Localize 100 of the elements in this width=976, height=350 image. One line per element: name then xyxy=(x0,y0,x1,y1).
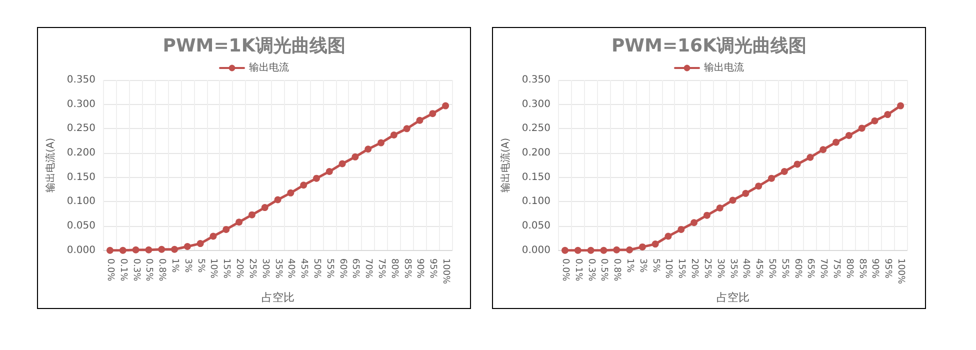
point xyxy=(703,212,710,219)
x-tick-label: 15% xyxy=(221,258,232,279)
point xyxy=(248,211,256,218)
point xyxy=(664,232,672,240)
y-tick-label: 0.200 xyxy=(66,148,96,159)
point xyxy=(300,182,308,189)
x-tick-label: 45% xyxy=(298,258,309,279)
legend-label: 输出电流 xyxy=(249,62,289,74)
point xyxy=(352,153,359,160)
point xyxy=(416,116,424,124)
y-tick-label: 0.350 xyxy=(522,74,551,86)
x-tick-label: 60% xyxy=(792,258,802,279)
x-tick-label: 35% xyxy=(272,258,283,279)
point xyxy=(442,102,450,110)
point xyxy=(390,132,398,139)
y-tick-label: 0.100 xyxy=(522,196,551,208)
y-tick-label: 0.300 xyxy=(522,98,551,110)
x-tick-label: 25% xyxy=(246,258,257,279)
point xyxy=(600,246,608,254)
x-tick-label: 70% xyxy=(818,258,828,279)
x-tick-label: 10% xyxy=(663,258,674,279)
x-tick-label: 0.5% xyxy=(598,258,609,282)
point xyxy=(729,196,736,204)
point xyxy=(871,117,878,124)
x-tick-label: 0.8% xyxy=(612,258,622,282)
point xyxy=(222,226,230,233)
point xyxy=(897,102,904,110)
x-tick-label: 3% xyxy=(637,258,648,274)
legend-label: 输出电流 xyxy=(704,62,744,74)
y-tick-label: 0.350 xyxy=(66,74,96,86)
point xyxy=(338,160,346,168)
point xyxy=(806,154,814,161)
point xyxy=(768,174,775,182)
point xyxy=(678,226,685,233)
x-tick-label: 0.3% xyxy=(586,258,596,282)
x-tick-label: 45% xyxy=(754,258,764,279)
point xyxy=(210,232,217,240)
x-tick-label: 70% xyxy=(363,258,374,279)
point xyxy=(158,246,166,253)
point xyxy=(106,246,114,254)
point xyxy=(652,240,659,248)
y-axis-title: 输出电流(A) xyxy=(500,138,512,193)
point xyxy=(312,174,320,182)
x-tick-label: 50% xyxy=(766,258,776,279)
x-tick-label: 65% xyxy=(350,258,360,279)
y-tick-label: 0.300 xyxy=(66,98,96,110)
point xyxy=(171,246,178,253)
x-tick-label: 60% xyxy=(337,258,348,279)
x-tick-label: 0.3% xyxy=(130,258,141,282)
y-tick-label: 0.150 xyxy=(66,172,96,183)
x-tick-label: 95% xyxy=(428,258,438,279)
point xyxy=(274,196,282,204)
point xyxy=(716,204,724,212)
x-tick-label: 95% xyxy=(882,258,893,279)
x-tick-label: 0.0% xyxy=(560,258,570,282)
x-tick-label: 0.1% xyxy=(572,258,583,282)
x-tick-label: 85% xyxy=(402,258,412,279)
point xyxy=(261,204,268,212)
x-tick-label: 30% xyxy=(714,258,725,279)
point xyxy=(742,190,750,197)
x-tick-label: 10% xyxy=(208,258,218,279)
x-tick-label: 1% xyxy=(170,258,180,274)
point xyxy=(561,246,568,254)
point xyxy=(403,125,410,132)
x-tick-label: 5% xyxy=(650,258,660,274)
y-tick-label: 0.100 xyxy=(66,196,96,208)
point xyxy=(196,240,204,248)
point xyxy=(613,246,620,254)
x-tick-label: 40% xyxy=(740,258,751,279)
x-tick-label: 30% xyxy=(260,258,270,279)
x-tick-label: 55% xyxy=(779,258,790,279)
x-tick-label: 0.8% xyxy=(156,258,167,282)
x-tick-label: 0.5% xyxy=(144,258,154,282)
x-tick-label: 25% xyxy=(702,258,712,279)
point xyxy=(755,182,762,190)
point xyxy=(364,146,372,153)
x-tick-label: 20% xyxy=(234,258,244,279)
point xyxy=(429,110,436,118)
point xyxy=(626,246,634,254)
x-tick-label: 75% xyxy=(831,258,842,279)
y-tick-label: 0.250 xyxy=(66,123,96,134)
x-tick-label: 20% xyxy=(689,258,700,279)
point xyxy=(820,146,827,154)
x-tick-label: 55% xyxy=(324,258,334,279)
point xyxy=(287,189,294,196)
x-tick-label: 90% xyxy=(870,258,880,279)
point xyxy=(574,246,582,254)
x-tick-label: 35% xyxy=(728,258,738,279)
x-tick-label: 75% xyxy=(376,258,386,279)
x-tick-label: 80% xyxy=(388,258,399,279)
point xyxy=(132,246,140,254)
x-tick-label: 5% xyxy=(195,258,206,274)
x-tick-label: 80% xyxy=(844,258,854,279)
x-tick-label: 40% xyxy=(286,258,296,279)
y-tick-label: 0.200 xyxy=(522,148,551,159)
x-tick-label: 0.1% xyxy=(118,258,128,282)
x-tick-label: 1% xyxy=(624,258,635,274)
point xyxy=(236,218,243,226)
y-tick-label: 0.050 xyxy=(522,220,551,232)
y-tick-label: 0.000 xyxy=(66,244,96,256)
